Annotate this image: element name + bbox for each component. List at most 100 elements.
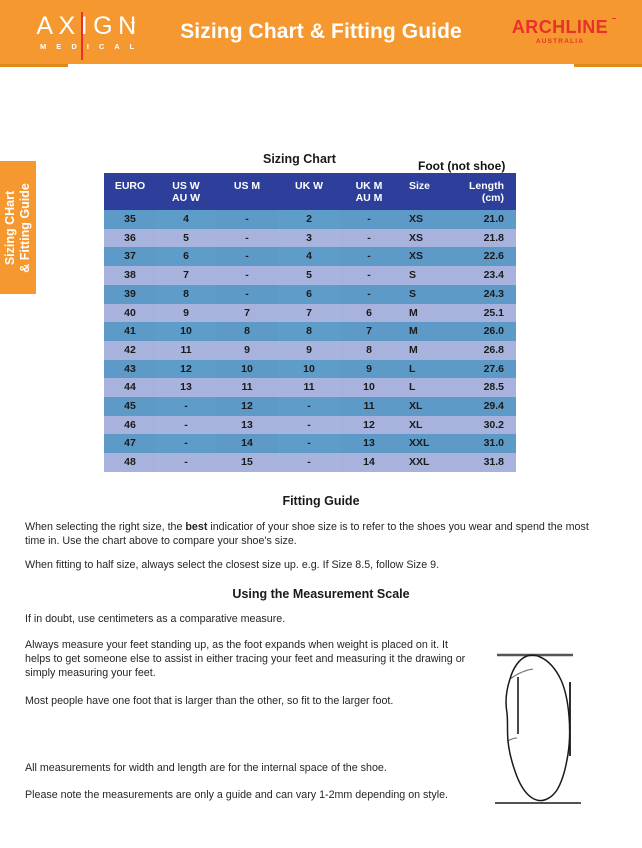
table-cell: 14 xyxy=(340,453,398,472)
table-cell: 12 xyxy=(156,359,216,379)
axign-logo-wordmark: AXIGN xyxy=(36,12,142,40)
table-cell: XS xyxy=(398,210,456,229)
table-cell: 36 xyxy=(104,228,156,248)
table-cell: 30.2 xyxy=(456,415,516,435)
table-cell: 45 xyxy=(104,397,156,416)
measurement-paragraph-2: Always measure your feet standing up, as… xyxy=(25,639,466,680)
table-cell: 10 xyxy=(278,359,340,379)
axign-logo: AXIGN M E D I C A L xyxy=(27,12,147,60)
col-header-line1: Size xyxy=(409,180,431,192)
table-cell: 15 xyxy=(216,453,278,472)
table-cell: M xyxy=(398,303,456,323)
table-row: 35 4-2- XS 21.0 xyxy=(104,210,516,229)
table-cell: XS xyxy=(398,247,456,267)
table-cell: - xyxy=(340,210,398,229)
table-cell: 11 xyxy=(340,397,398,416)
side-tab-label-line2: & Fitting Guide xyxy=(18,182,32,273)
table-cell: 42 xyxy=(104,340,156,360)
table-cell: 23.4 xyxy=(456,266,516,285)
col-header-line1: UK M xyxy=(355,180,383,192)
table-cell: 24.3 xyxy=(456,284,516,304)
table-row: 47-14-13 XXL 31.0 xyxy=(104,434,516,454)
table-cell: 44 xyxy=(104,378,156,398)
table-cell: - xyxy=(340,266,398,285)
table-cell: XL xyxy=(398,397,456,416)
table-cell: S xyxy=(398,284,456,304)
table-cell: 41 xyxy=(104,322,156,341)
table-cell: 40 xyxy=(104,303,156,323)
axign-logo-subtitle: M E D I C A L xyxy=(39,42,139,51)
col-header-line2: (cm) xyxy=(481,192,504,204)
table-cell: 8 xyxy=(340,340,398,360)
table-row: 45-12-11 XL 29.4 xyxy=(104,397,516,416)
table-cell: 47 xyxy=(104,434,156,454)
foot-measurement-diagram: Width Length xyxy=(495,646,635,836)
measurement-paragraph-4: All measurements for width and length ar… xyxy=(25,762,387,774)
archline-logo-subtitle: AUSTRALIA xyxy=(535,38,585,45)
col-header-size: Size xyxy=(398,173,456,210)
table-cell: - xyxy=(340,228,398,248)
table-cell: 10 xyxy=(216,359,278,379)
table-header-row: EURO US W AU W US M UK W UK M AU M Size Le… xyxy=(104,173,516,210)
table-cell: 4 xyxy=(278,247,340,267)
header-accent-rule xyxy=(0,64,642,67)
side-tab-label: Sizing CHart & Fitting Guide xyxy=(3,183,33,273)
table-cell: 31.8 xyxy=(456,453,516,472)
col-header-length: Length (cm) xyxy=(456,173,516,210)
archline-logo-wordmark: ARCHLINE xyxy=(511,17,609,37)
table-cell: - xyxy=(278,397,340,416)
foot-not-shoe-label: Foot (not shoe) xyxy=(418,159,506,173)
table-cell: XXL xyxy=(398,434,456,454)
measurement-scale-heading: Using the Measurement Scale xyxy=(232,587,410,601)
col-header-line2: AU W xyxy=(172,192,200,204)
trademark-tick-icon xyxy=(131,22,135,26)
table-cell: - xyxy=(156,434,216,454)
col-header-us-m: US M xyxy=(216,173,278,210)
table-row: 44 13 11 11 10 L 28.5 xyxy=(104,378,516,398)
table-cell: 9 xyxy=(278,340,340,360)
table-cell: - xyxy=(278,415,340,435)
table-cell: 12 xyxy=(216,397,278,416)
table-cell: 48 xyxy=(104,453,156,472)
col-header-line2: AU M xyxy=(355,192,383,204)
table-cell: 26.8 xyxy=(456,340,516,360)
table-row: 42 11 9 9 8 M 26.8 xyxy=(104,340,516,360)
table-body: 35 4-2- XS 21.0 36 5-3- XS 21.8 37 6-4- XS 22.6 38 7-… xyxy=(104,210,516,472)
table-cell: 35 xyxy=(104,210,156,229)
table-cell: 9 xyxy=(340,359,398,379)
table-cell: 6 xyxy=(156,247,216,267)
table-cell: 43 xyxy=(104,359,156,379)
measurement-paragraph-5: Please note the measurements are only a … xyxy=(25,789,449,801)
table-cell: - xyxy=(216,266,278,285)
table-cell: 9 xyxy=(156,303,216,323)
archline-logo: ARCHLINE AUSTRALIA xyxy=(506,17,616,45)
table-row: 38 7-5- S 23.4 xyxy=(104,266,516,285)
measurement-paragraph-3: Most people have one foot that is larger… xyxy=(25,695,394,707)
table-cell: 10 xyxy=(156,322,216,341)
table-cell: XL xyxy=(398,415,456,435)
table-row: 37 6-4- XS 22.6 xyxy=(104,247,516,267)
table-cell: 26.0 xyxy=(456,322,516,341)
table-cell: 38 xyxy=(104,266,156,285)
table-cell: 8 xyxy=(156,284,216,304)
table-cell: 2 xyxy=(278,210,340,229)
table-cell: - xyxy=(340,247,398,267)
fitting-p1-part1: When selecting the right size, the xyxy=(25,521,186,533)
table-cell: S xyxy=(398,266,456,285)
table-cell: 14 xyxy=(216,434,278,454)
page-title: Sizing Chart & Fitting Guide xyxy=(180,20,462,43)
table-cell: 28.5 xyxy=(456,378,516,398)
col-header-line1: EURO xyxy=(114,180,146,192)
table-cell: 13 xyxy=(216,415,278,435)
table-cell: 29.4 xyxy=(456,397,516,416)
table-row: 41 10 8 8 7 M 26.0 xyxy=(104,322,516,341)
table-cell: 3 xyxy=(278,228,340,248)
table-cell: L xyxy=(398,359,456,379)
table-cell: - xyxy=(216,228,278,248)
table-cell: - xyxy=(216,247,278,267)
table-header: EURO US W AU W US M UK W UK M AU M Size Le… xyxy=(104,173,516,210)
table-cell: 9 xyxy=(216,340,278,360)
sizing-chart-title: Sizing Chart xyxy=(263,152,336,166)
table-row: 43 12 10 10 9 L 27.6 xyxy=(104,359,516,379)
